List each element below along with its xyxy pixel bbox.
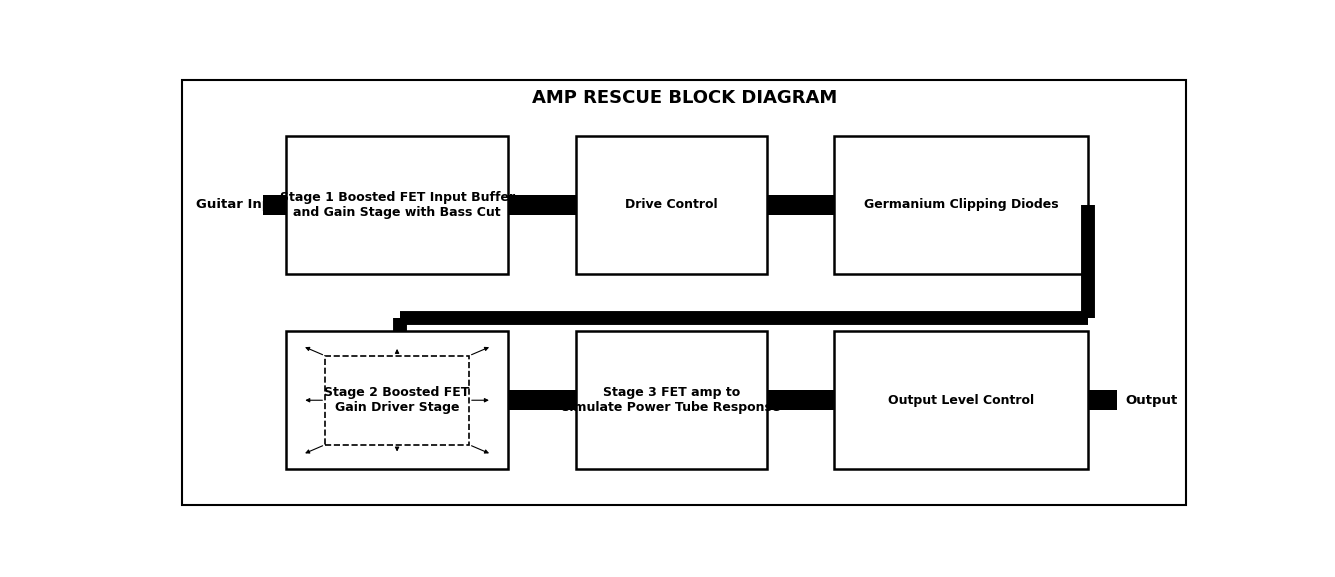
Bar [326, 356, 469, 445]
Text: Stage 3 FET amp to
simulate Power Tube Response: Stage 3 FET amp to simulate Power Tube R… [562, 386, 781, 414]
Bar [575, 331, 766, 469]
Bar [509, 391, 575, 410]
Bar [834, 331, 1088, 469]
Bar [286, 331, 509, 469]
Bar [575, 136, 766, 273]
Text: Guitar Input: Guitar Input [196, 198, 287, 211]
Text: Germanium Clipping Diodes: Germanium Clipping Diodes [864, 198, 1059, 211]
Bar [509, 195, 575, 215]
Text: Output: Output [1125, 394, 1177, 407]
Text: Output Level Control: Output Level Control [888, 394, 1035, 407]
Bar [768, 391, 834, 410]
Bar [263, 195, 286, 215]
Text: Stage 1 Boosted FET Input Buffer
and Gain Stage with Bass Cut: Stage 1 Boosted FET Input Buffer and Gai… [279, 191, 514, 219]
Bar [1088, 391, 1116, 410]
Text: Stage 2 Boosted FET
Gain Driver Stage: Stage 2 Boosted FET Gain Driver Stage [324, 386, 470, 414]
Text: Drive Control: Drive Control [625, 198, 718, 211]
Bar [834, 136, 1088, 273]
Text: AMP RESCUE BLOCK DIAGRAM: AMP RESCUE BLOCK DIAGRAM [531, 89, 837, 107]
Bar [286, 136, 509, 273]
Bar [768, 195, 834, 215]
